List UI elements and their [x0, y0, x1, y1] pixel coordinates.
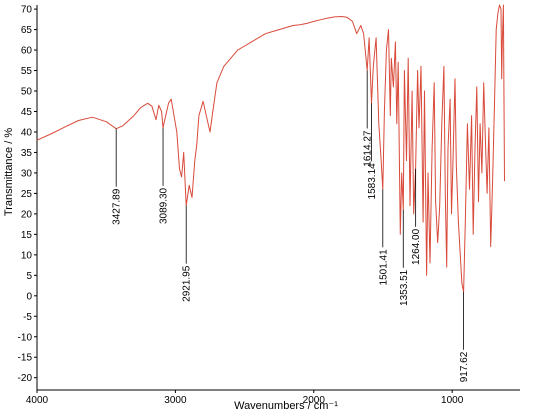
x-tick-label: 3000 — [164, 395, 187, 406]
x-axis-title: Wavenumbers / cm⁻¹ — [234, 400, 338, 412]
spectrum-line — [36, 4, 505, 293]
peak-label: 1501.41 — [378, 249, 389, 286]
peak-label: 1583.14 — [367, 163, 378, 200]
y-tick-label: 35 — [21, 148, 33, 159]
y-tick-label: 55 — [21, 66, 33, 77]
plot-frame — [36, 5, 520, 391]
peak-label: 1353.51 — [399, 269, 410, 306]
y-tick-label: 30 — [21, 168, 33, 179]
peak-label: 2921.95 — [182, 265, 193, 302]
x-tick-label: 2000 — [303, 395, 326, 406]
y-tick-label: 15 — [21, 230, 33, 241]
peak-label: 3427.89 — [112, 188, 123, 225]
y-tick-label: 5 — [26, 271, 32, 282]
y-tick-label: -10 — [18, 332, 33, 343]
x-tick-label: 1000 — [441, 395, 464, 406]
peak-label: 1614.27 — [363, 130, 374, 167]
y-tick-label: 50 — [21, 87, 33, 98]
y-tick-label: -5 — [23, 312, 32, 323]
peak-label: 917.62 — [459, 351, 470, 382]
y-tick-label: 25 — [21, 189, 33, 200]
y-tick-label: -15 — [18, 353, 33, 364]
y-tick-label: 60 — [21, 46, 33, 57]
y-tick-label: 10 — [21, 250, 33, 261]
y-tick-label: 20 — [21, 209, 33, 220]
y-axis-title: Transmittance / % — [3, 128, 15, 216]
peak-label: 3089.30 — [159, 187, 170, 224]
y-tick-label: 0 — [26, 291, 32, 302]
y-tick-label: 45 — [21, 107, 33, 118]
y-tick-label: 40 — [21, 127, 33, 138]
y-tick-label: 65 — [21, 25, 33, 36]
x-tick-label: 4000 — [26, 395, 49, 406]
peak-label: 1264.00 — [411, 228, 422, 265]
spectrum-series — [36, 4, 505, 293]
y-tick-label: -20 — [18, 373, 33, 384]
y-tick-label: 70 — [21, 5, 33, 16]
